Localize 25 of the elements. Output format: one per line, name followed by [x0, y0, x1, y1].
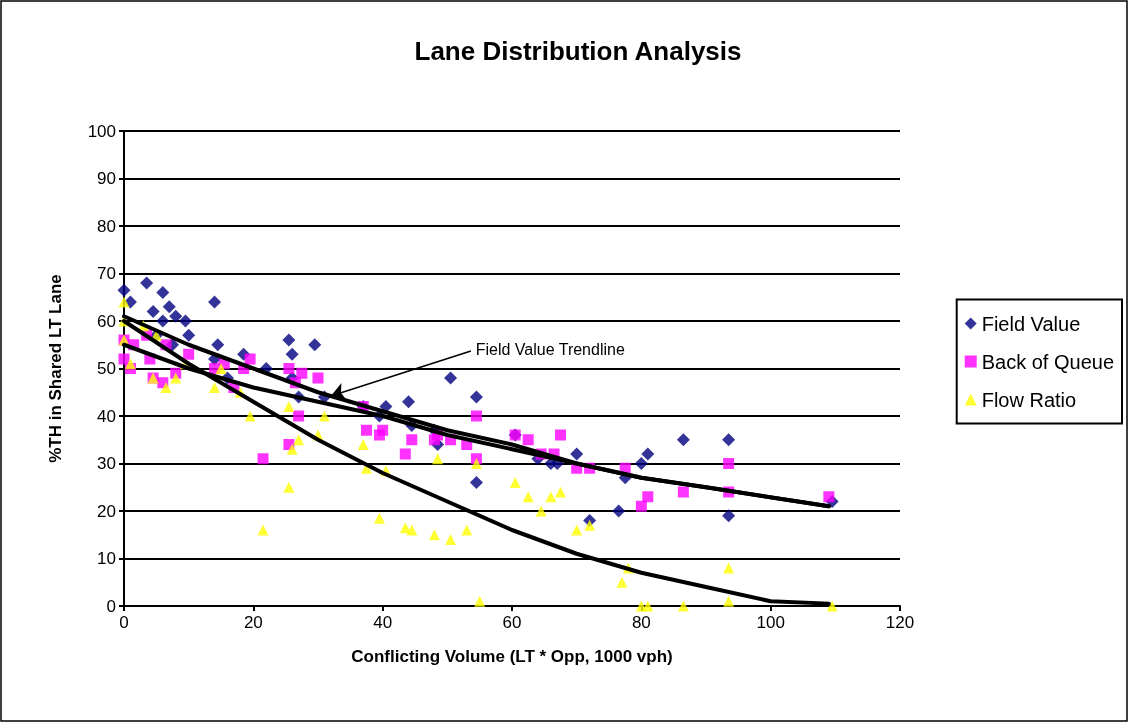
- chart-title: Lane Distribution Analysis: [414, 36, 742, 66]
- legend-label: Field Value: [981, 312, 1081, 335]
- y-tick-label: 20: [97, 501, 116, 521]
- x-tick-label: 60: [502, 613, 522, 632]
- y-tick-label: 70: [97, 264, 116, 283]
- y-tick-label: 90: [97, 169, 116, 188]
- y-axis-title: %TH in Shared LT Lane: [46, 274, 65, 463]
- y-tick-label: 60: [97, 311, 116, 331]
- y-tick-label: 10: [97, 549, 116, 568]
- y-tick-label: 80: [97, 216, 116, 236]
- legend-label: Flow Ratio: [981, 388, 1077, 411]
- y-tick-label: 100: [87, 121, 116, 141]
- annotation: Field Value Trendline: [475, 341, 625, 359]
- legend-label: Back of Queue: [981, 350, 1115, 373]
- x-tick-label: 120: [885, 613, 915, 632]
- x-tick-label: 40: [373, 613, 393, 632]
- x-tick-label: 100: [756, 613, 785, 632]
- x-tick-label: 80: [631, 613, 651, 632]
- x-tick-label: 0: [119, 613, 129, 632]
- y-tick-label: 30: [97, 454, 116, 473]
- y-tick-label: 40: [97, 406, 116, 426]
- y-tick-label: 50: [97, 359, 116, 378]
- x-tick-label: 20: [243, 613, 263, 632]
- y-tick-label: 0: [106, 596, 116, 616]
- x-axis-title: Conflicting Volume (LT * Opp, 1000 vph): [351, 647, 673, 666]
